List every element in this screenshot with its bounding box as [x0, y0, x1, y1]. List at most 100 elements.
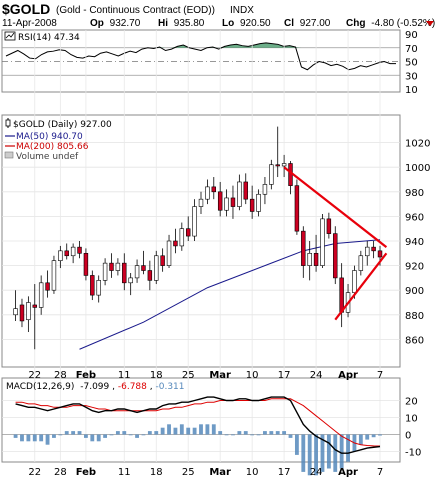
- macd-histogram-bar: [32, 434, 37, 442]
- trendline: [283, 166, 388, 249]
- macd-histogram-bar: [115, 431, 120, 435]
- macd-legend-signal: -6.788: [118, 382, 147, 392]
- macd-histogram-bar: [326, 434, 331, 469]
- macd-histogram-bar: [109, 434, 114, 436]
- candle: [45, 270, 50, 298]
- price-x-tick: 24: [310, 370, 323, 381]
- candle: [77, 241, 82, 259]
- macd-histogram-bar: [186, 427, 191, 435]
- candle: [230, 185, 236, 219]
- macd-histogram-bar: [103, 434, 108, 438]
- rsi-legend: RSI(14) 47.34: [4, 31, 80, 43]
- ma200-legend: MA(200) 805.66: [16, 142, 89, 152]
- macd-histogram-bar: [26, 434, 31, 442]
- candle: [320, 213, 325, 269]
- macd-x-tick: Feb: [76, 467, 96, 478]
- macd-histogram-bar: [224, 434, 229, 436]
- candle: [301, 226, 306, 278]
- price-x-tick: Mar: [209, 370, 231, 381]
- candle: [154, 250, 159, 285]
- macd-histogram-bar: [167, 424, 171, 435]
- macd-legend: MACD(12,26,9) -7.099 , -6.788 , -0.311: [6, 382, 185, 392]
- candle: [134, 259, 140, 283]
- macd-x-tick: 18: [150, 467, 163, 478]
- svg-text:Lo 920.50: Lo 920.50: [222, 18, 271, 29]
- candle: [243, 173, 248, 205]
- macd-histogram-bar: [135, 434, 139, 438]
- macd-histogram-bar: [192, 427, 197, 435]
- macd-x-tick: 24: [310, 467, 323, 478]
- candle: [70, 243, 76, 264]
- candle: [58, 245, 63, 269]
- candle: [256, 189, 261, 217]
- macd-x-tick: 17: [278, 467, 291, 478]
- rsi-y-tick: 70: [405, 44, 418, 55]
- macd-histogram-bar: [307, 434, 312, 476]
- change-label: Chg: [346, 18, 365, 29]
- macd-histogram-bar: [378, 434, 382, 436]
- candle: [185, 216, 191, 241]
- price-x-tick: 7: [377, 370, 383, 381]
- high-value: 935.80: [174, 18, 205, 29]
- price-legend: $GOLD (Daily) 927.00 MA(50) 940.70 MA(20…: [4, 118, 112, 162]
- candle: [358, 250, 364, 276]
- ticker-description: (Gold - Continuous Contract (EOD)): [56, 5, 215, 16]
- quote-date: 11-Apr-2008: [2, 18, 57, 29]
- candle: [294, 179, 300, 235]
- macd-histogram-bar: [141, 434, 146, 436]
- price-x-tick: Feb: [76, 370, 96, 381]
- candle: [269, 159, 274, 190]
- macd-histogram-bar: [173, 427, 178, 435]
- candle: [19, 298, 25, 328]
- price-y-tick: 900: [405, 286, 424, 297]
- macd-histogram-bar: [294, 434, 299, 455]
- macd-x-tick: 28: [54, 467, 67, 478]
- candle: [326, 212, 332, 239]
- macd-legend-hist: -0.311: [155, 382, 184, 392]
- macd-histogram-bar: [45, 434, 50, 445]
- macd-histogram-bar: [256, 434, 261, 436]
- candle: [32, 284, 37, 350]
- candle: [115, 258, 121, 276]
- macd-histogram-bar: [71, 431, 76, 435]
- candle: [371, 241, 376, 259]
- macd-legend-macd: -7.099: [80, 382, 109, 392]
- macd-y-tick: -10: [405, 448, 421, 459]
- candle: [275, 126, 280, 178]
- macd-histogram-bar: [58, 434, 63, 436]
- macd-histogram-bar: [160, 427, 165, 435]
- candle: [249, 185, 255, 219]
- macd-legend-name: MACD(12,26,9): [6, 382, 74, 392]
- price-x-tick: 17: [278, 370, 291, 381]
- svg-text:Op 932.70: Op 932.70: [90, 18, 141, 29]
- candle: [102, 258, 108, 286]
- candle: [96, 275, 101, 303]
- candle: [38, 275, 44, 315]
- candle: [307, 241, 312, 281]
- price-y-tick: 860: [405, 335, 424, 346]
- macd-histogram-bar: [288, 434, 293, 438]
- exchange-label: INDX: [230, 5, 254, 16]
- svg-text:MACD(12,26,9) -7.099: MACD(12,26,9) -7.099 , -6.788 , -0.311: [6, 382, 185, 392]
- high-label: Hi: [158, 18, 168, 29]
- macd-histogram-bar: [205, 424, 210, 435]
- macd-histogram-bar: [96, 434, 101, 442]
- macd-histogram-bar: [128, 434, 133, 436]
- candle: [109, 253, 114, 278]
- macd-histogram-bar: [263, 431, 267, 435]
- candle: [83, 248, 89, 281]
- macd-histogram-bar: [154, 431, 159, 435]
- macd-histogram-bar: [20, 434, 24, 442]
- macd-x-tick: 11: [118, 467, 131, 478]
- price-y-tick: 880: [405, 311, 424, 322]
- macd-histogram-bar: [211, 424, 216, 435]
- price-y-tick: 940: [405, 237, 424, 248]
- macd-histogram-bar: [218, 431, 223, 435]
- macd-histogram-bar: [275, 431, 280, 435]
- macd-histogram-bar: [320, 434, 325, 472]
- macd-histogram-bar: [250, 434, 255, 436]
- candle: [333, 226, 338, 285]
- candle-icon: [5, 118, 11, 128]
- macd-histogram-bar: [84, 434, 88, 438]
